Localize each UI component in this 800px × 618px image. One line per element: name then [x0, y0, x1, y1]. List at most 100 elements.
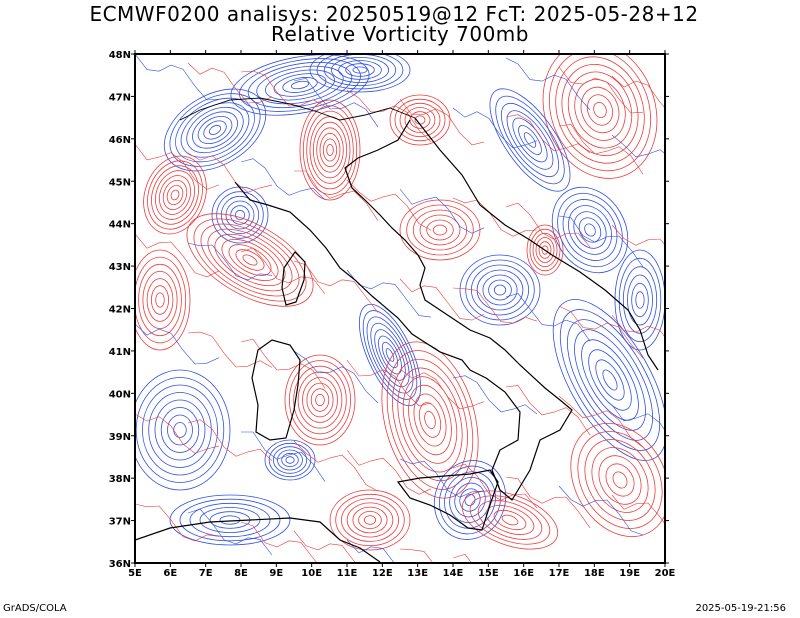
negative-contour	[265, 69, 335, 101]
positive-contour	[207, 228, 293, 292]
negative-contour	[574, 329, 646, 431]
positive-contour	[310, 388, 330, 412]
lon-label: 16E	[513, 568, 534, 579]
negative-contour	[568, 205, 612, 255]
negative-contour	[551, 186, 629, 274]
negative-contour	[142, 384, 218, 476]
negative-contour	[602, 369, 618, 391]
positive-contour	[200, 223, 300, 297]
contour-line	[346, 359, 432, 407]
contour-line	[399, 278, 485, 321]
negative-contour	[180, 102, 250, 158]
negative-contour	[290, 80, 310, 90]
positive-contour	[406, 204, 474, 256]
lat-label: 38N	[109, 474, 131, 485]
positive-contour	[147, 160, 203, 230]
positive-contour	[135, 256, 187, 344]
positive-contour	[548, 54, 652, 172]
positive-contour	[335, 493, 405, 547]
negative-contour	[385, 348, 395, 362]
negative-contour	[309, 54, 411, 93]
positive-contour	[612, 471, 628, 489]
contour-line	[399, 458, 485, 498]
positive-contour	[605, 463, 635, 497]
positive-contour	[584, 439, 656, 521]
positive-contour	[242, 254, 258, 266]
positive-contour	[288, 360, 351, 440]
positive-contour	[293, 365, 347, 435]
negative-contour	[635, 291, 645, 309]
negative-contour	[500, 102, 560, 178]
negative-contour	[433, 460, 507, 540]
positive-contour	[166, 184, 184, 206]
positive-contour	[461, 490, 559, 550]
negative-contour	[220, 195, 260, 235]
contour-line	[293, 350, 379, 404]
map-background	[135, 54, 665, 563]
contour-line	[399, 548, 434, 563]
negative-contour	[345, 63, 375, 77]
negative-contour	[518, 125, 542, 155]
contour-line	[505, 385, 591, 436]
negative-contour	[459, 254, 541, 326]
negative-contour	[557, 192, 623, 268]
positive-contour	[399, 199, 481, 261]
negative-contour	[493, 284, 507, 296]
positive-contour	[193, 218, 307, 302]
contour-line	[187, 152, 273, 193]
lat-label: 39N	[109, 432, 131, 443]
negative-contour	[154, 399, 206, 461]
lat-label: 43N	[109, 262, 131, 273]
negative-contour	[135, 369, 231, 491]
contour-line	[293, 530, 356, 563]
negative-contour	[135, 377, 225, 483]
positive-contour	[591, 447, 649, 513]
positive-contour	[151, 165, 199, 225]
negative-contour	[488, 279, 512, 301]
positive-contour	[493, 509, 527, 531]
positive-contour	[593, 101, 607, 119]
positive-contour	[570, 422, 665, 538]
sardinia-coastline	[251, 339, 301, 441]
contour-line	[558, 215, 644, 267]
lon-label: 20E	[655, 568, 676, 579]
positive-contour	[326, 143, 334, 156]
contour-line	[240, 338, 326, 389]
positive-contour	[419, 214, 461, 246]
positive-contour	[297, 371, 343, 429]
lat-label: 41N	[109, 347, 131, 358]
negative-contour	[476, 269, 524, 311]
positive-contour	[555, 56, 645, 164]
contour-line	[505, 293, 591, 342]
lon-label: 11E	[337, 568, 358, 579]
contour-line	[452, 287, 538, 324]
lat-label: 44N	[109, 220, 131, 231]
positive-contour	[146, 278, 174, 322]
negative-contour	[197, 115, 233, 145]
negative-contour	[234, 209, 246, 221]
contour-line	[505, 57, 591, 111]
lat-label: 42N	[109, 305, 131, 316]
latitude-labels: 48N 47N 46N 45N 44N 43N 42N 41N 40N 39N 38N 37N 36N	[109, 50, 131, 570]
contour-line	[187, 508, 273, 556]
negative-contour	[482, 274, 518, 306]
negative-contour	[439, 465, 501, 535]
contour-line	[505, 202, 591, 248]
contour-line	[611, 494, 665, 525]
negative-contour	[374, 329, 406, 381]
positive-contour	[418, 402, 442, 438]
positive-contour	[397, 367, 463, 473]
negative-contour	[506, 110, 554, 170]
positive-contour	[329, 489, 411, 551]
positive-contour	[315, 393, 325, 406]
positive-contour	[386, 350, 474, 490]
negative-contour	[169, 494, 291, 546]
contour-line	[135, 143, 220, 190]
contour-line	[240, 521, 318, 563]
positive-contour	[532, 232, 558, 268]
negative-contour	[573, 211, 607, 249]
contour-line	[135, 323, 220, 365]
negative-contour	[595, 359, 625, 401]
contour-line	[611, 75, 665, 109]
positive-contour	[413, 393, 447, 447]
